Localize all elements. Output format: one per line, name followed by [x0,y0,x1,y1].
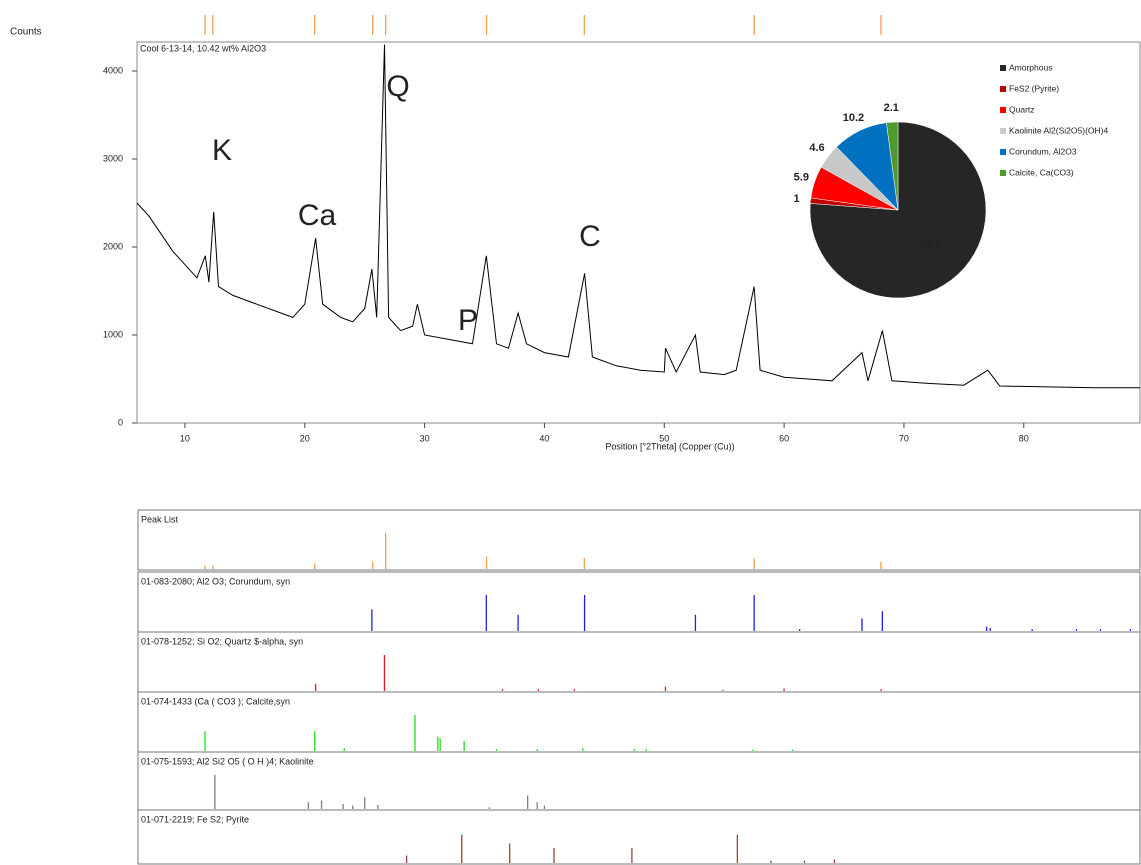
legend-label: Amorphous [1009,62,1052,72]
legend-label: Kaolinite Al2(Si2O5)(OH)4 [1009,125,1108,135]
peak-annotation: Q [386,70,409,103]
panel-frame [137,809,1141,865]
plot-frame [136,41,1141,424]
legend-label: FeS2 (Pyrite) [1009,83,1059,93]
y-tick-label: 1000 [103,329,123,339]
pie-label: 10.2 [843,112,864,124]
panel-label: 01-074-1433 (Ca ( CO3 ); Calcite,syn [141,696,290,706]
x-tick-label: 50 [659,433,669,443]
panel-label: 01-075-1593; Al2 Si2 O5 ( O H )4; Kaolin… [141,756,314,766]
panel-label: 01-078-1252; Si O2; Quartz $-alpha, syn [141,636,303,646]
pie-slice [809,121,987,299]
legend-swatch [1000,149,1006,155]
x-tick-label: 30 [420,433,430,443]
legend-swatch [1000,170,1006,176]
xrd-pattern [136,44,1140,389]
y-tick-label: 2000 [103,241,123,251]
panel-label: Peak List [141,514,179,524]
pie-label: 76.2 [920,239,941,251]
pattern-title: Cool 6-13-14, 10.42 wt% Al2O3 [140,43,266,53]
x-tick-label: 20 [300,433,310,443]
y-tick-label: 0 [118,417,123,427]
pie-label: 2.1 [884,102,899,114]
pie-label: 1 [794,193,800,205]
panel-frame [137,509,1141,571]
legend-swatch [1000,107,1006,113]
legend-label: Quartz [1009,104,1035,114]
legend-label: Calcite, Ca(CO3) [1009,167,1074,177]
y-tick-label: 4000 [103,65,123,75]
x-tick-label: 40 [539,433,549,443]
legend-label: Corundum, Al2O3 [1009,146,1077,156]
panel-label: 01-083-2080; Al2 O3; Corundum, syn [141,576,290,586]
legend-swatch [1000,65,1006,71]
y-axis-label: Counts [10,27,42,38]
panel-label: 01-071-2219; Fe S2; Pyrite [141,814,249,824]
legend-swatch [1000,128,1006,134]
x-tick-label: 80 [1019,433,1029,443]
pie-label: 5.9 [794,171,809,183]
x-tick-label: 60 [779,433,789,443]
peak-annotation: C [579,220,601,253]
peak-annotation: P [458,304,478,337]
pie-label: 4.6 [809,142,824,154]
x-axis-label: Position [°2Theta] (Copper (Cu)) [605,441,734,451]
peak-annotation: K [212,134,232,167]
x-tick-label: 10 [180,433,190,443]
legend-swatch [1000,86,1006,92]
pie-slice [886,121,899,211]
y-tick-label: 3000 [103,153,123,163]
x-tick-label: 70 [899,433,909,443]
peak-annotation: Ca [298,199,337,232]
